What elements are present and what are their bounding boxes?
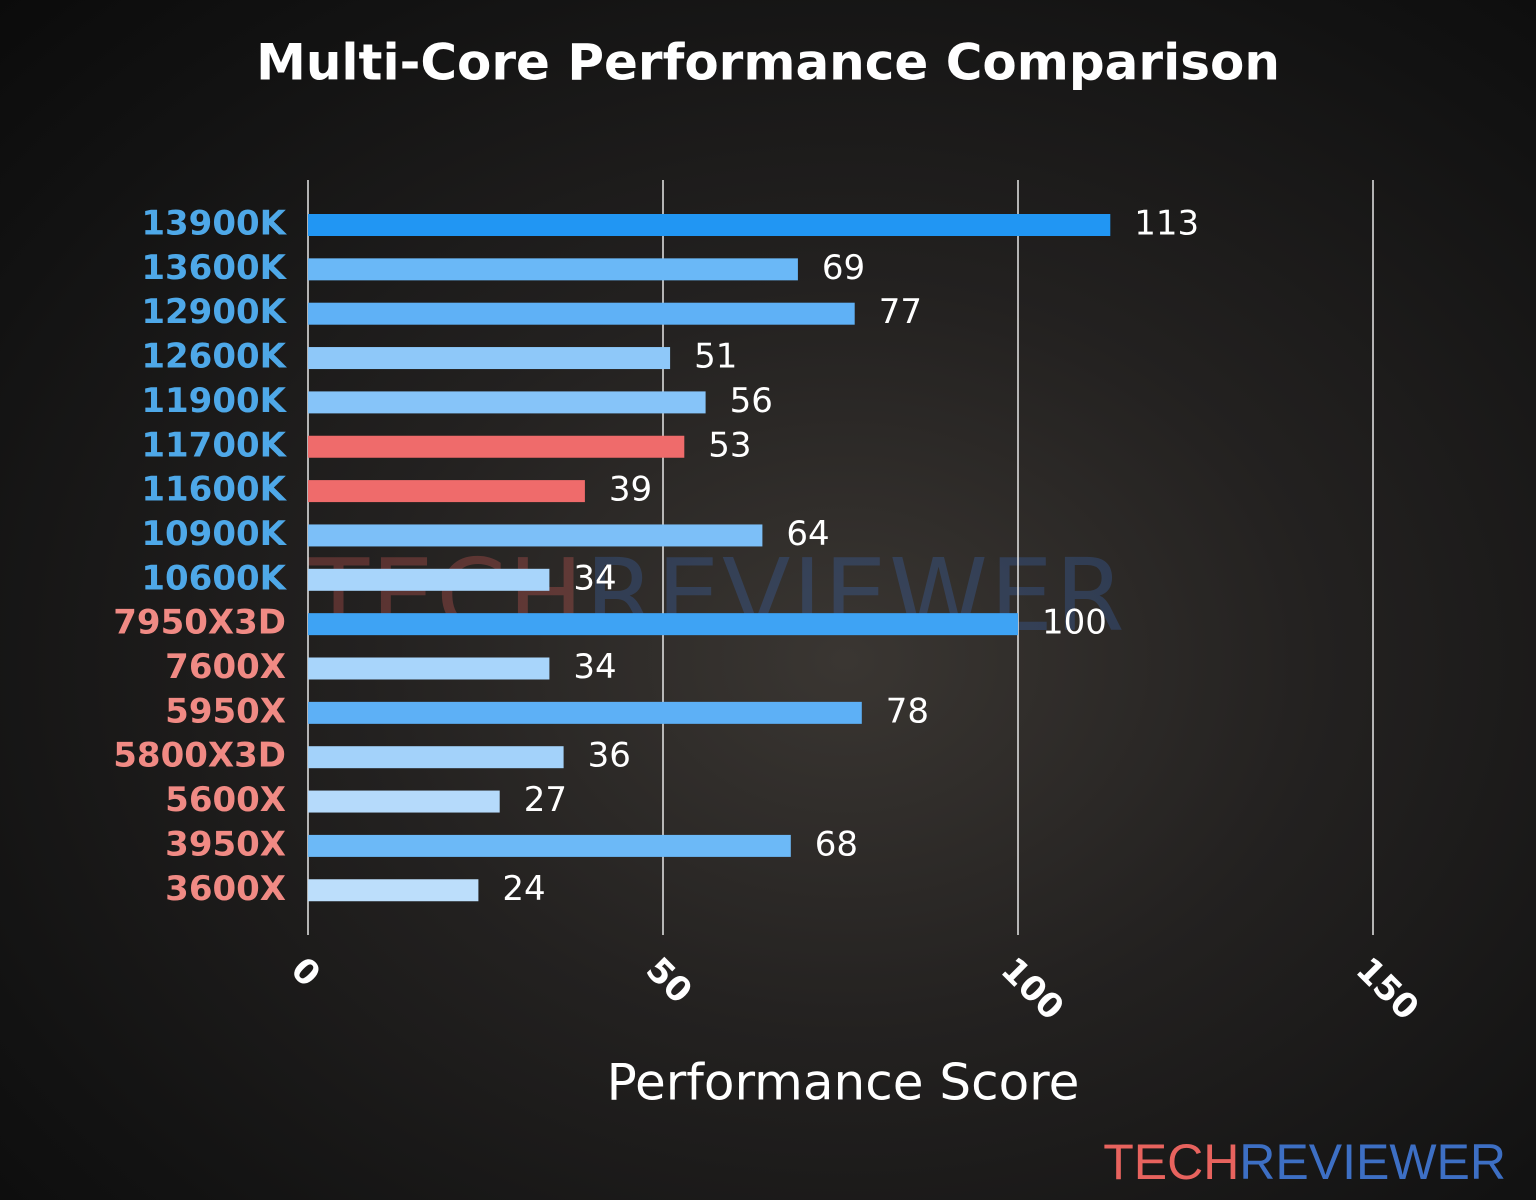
x-tick-label: 50 (638, 950, 700, 1012)
value-label: 34 (573, 647, 616, 687)
bar (308, 391, 706, 414)
value-label: 24 (502, 869, 545, 909)
value-label: 36 (588, 736, 631, 776)
logo-part: TECH (1103, 1134, 1239, 1190)
value-label: 68 (815, 824, 858, 864)
bar (308, 347, 671, 370)
watermark-part: TECH (307, 537, 585, 654)
y-tick-label: 10900K (141, 514, 287, 554)
y-tick-label: 11900K (141, 381, 287, 421)
bar (308, 657, 550, 680)
y-tick-label: 7950X3D (113, 603, 286, 643)
y-tick-label: 5600X (165, 780, 286, 820)
bar (308, 879, 479, 902)
y-tick-label: 5800X3D (113, 736, 286, 776)
value-label: 39 (609, 470, 652, 510)
bar (308, 746, 564, 769)
logo-part: REVIEWER (1239, 1134, 1506, 1190)
value-label: 27 (524, 780, 567, 820)
y-tick-label: 12600K (141, 337, 287, 377)
y-tick-label: 10600K (141, 558, 287, 598)
value-label: 69 (822, 248, 865, 288)
y-tick-label: 3600X (165, 869, 286, 909)
bar (308, 613, 1018, 636)
value-label: 34 (573, 558, 616, 598)
value-label: 78 (886, 691, 929, 731)
value-label: 53 (708, 425, 751, 465)
value-label: 56 (730, 381, 773, 421)
bar (308, 480, 585, 503)
y-tick-label: 3950X (165, 824, 286, 864)
logo: TECHREVIEWER (1103, 1134, 1506, 1190)
bar (308, 834, 791, 857)
y-tick-label: 12900K (141, 292, 287, 332)
value-label: 51 (694, 337, 737, 377)
bar (308, 214, 1111, 236)
bar (308, 258, 798, 281)
value-label: 113 (1134, 204, 1199, 244)
bar (308, 302, 855, 325)
x-tick-label: 0 (283, 950, 328, 995)
bar (308, 790, 500, 813)
y-tick-label: 5950X (165, 691, 286, 731)
watermark: TECHREVIEWER (307, 537, 1127, 654)
chart-title: Multi-Core Performance Comparison (256, 34, 1280, 92)
y-tick-label: 13600K (141, 248, 287, 288)
value-label: 77 (879, 292, 922, 332)
x-tick-label: 100 (993, 950, 1071, 1028)
y-tick-label: 11700K (141, 425, 287, 465)
x-tick-label: 150 (1348, 950, 1426, 1028)
bar (308, 701, 862, 724)
x-axis-label: Performance Score (607, 1054, 1080, 1112)
bar (308, 435, 685, 458)
value-label: 64 (786, 514, 829, 554)
y-tick-label: 13900K (141, 204, 287, 244)
value-label: 100 (1042, 603, 1107, 643)
bar (308, 524, 763, 547)
bar (308, 568, 550, 591)
y-tick-label: 7600X (165, 647, 286, 687)
y-tick-label: 11600K (141, 470, 287, 510)
